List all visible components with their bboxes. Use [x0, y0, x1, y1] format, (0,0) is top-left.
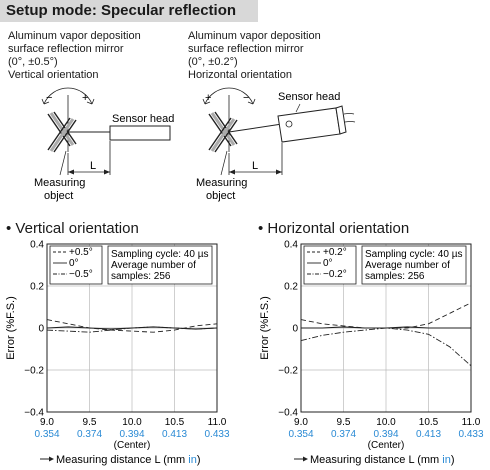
left-measuring-object: [47, 111, 77, 153]
c0-y-tick-label: −0.4: [24, 408, 44, 419]
c0-x-tick-label: 10.5: [165, 417, 185, 428]
c0-x-tick-inch-label: 0.354: [34, 429, 59, 440]
c1-y-tick-label: 0.4: [284, 240, 298, 251]
c0-legend-label: −0.5°: [69, 269, 93, 280]
left-setup-diagram: − + Sensor head L Measuring object: [34, 87, 174, 202]
c0-x-tick-label: 9.5: [83, 417, 97, 428]
c1-x-tick-label: 10.5: [419, 417, 439, 428]
left-mirror-line2: surface reflection mirror: [8, 43, 124, 55]
c0-x-tick-label: 9.0: [40, 417, 54, 428]
right-object-label-line1: Measuring: [196, 177, 247, 189]
left-sensor-head: [109, 125, 171, 141]
left-plus-label: +: [82, 92, 88, 104]
right-beam-line: [228, 123, 283, 133]
left-object-label-line1: Measuring: [34, 177, 85, 189]
c1-x-tick-label: 10.0: [376, 417, 396, 428]
c0-y-tick-label: 0: [38, 324, 44, 335]
left-orientation: Vertical orientation: [8, 69, 99, 81]
c1-legend-label: +0.2°: [323, 247, 347, 258]
right-orientation: Horizontal orientation: [188, 69, 292, 81]
left-minus-label: −: [46, 92, 52, 104]
c1-x-axis-arrow-head: [303, 456, 308, 462]
c0-info-box: [107, 245, 213, 285]
left-distance-dimension: [67, 141, 111, 175]
c1-series-line: [300, 302, 472, 329]
c0-y-tick-label: −0.2: [24, 366, 44, 377]
c0-x-tick-inch-label: 0.433: [204, 429, 229, 440]
c0-x-tick-inch-label: 0.413: [162, 429, 187, 440]
c1-x-tick-inch-label: 0.413: [416, 429, 441, 440]
right-sensor-head: [277, 105, 356, 143]
c1-series-line: [300, 327, 472, 367]
c1-y-tick-label: 0.2: [284, 282, 298, 293]
c1-x-axis-label: Measuring distance L (mm in): [310, 454, 455, 466]
c1-legend-label: 0°: [323, 258, 333, 269]
c1-y-axis-label: Error (%F.S.): [259, 296, 271, 360]
page-title: Setup mode: Specular reflection: [6, 2, 237, 19]
c0-x-tick-inch-label: 0.394: [119, 429, 144, 440]
c1-info-line2: Average number of: [365, 260, 450, 271]
right-tolerance: (0°, ±0.2°): [188, 56, 238, 68]
section-title-horizontal: • Horizontal orientation: [258, 220, 410, 237]
chart-horizontal-orientation: 0.4 0.2 0 −0.2 −0.49.00.354 9.50.374 10.00.394…: [259, 240, 484, 467]
c0-info-line2: Average number of: [111, 260, 196, 271]
c1-x-tick-inch-label: 0.394: [373, 429, 398, 440]
chart-vertical-orientation: 0.4 0.2 0 −0.2 −0.49.00.354 9.50.374 10.00.394…: [5, 240, 230, 467]
c0-legend-label: 0°: [69, 258, 79, 269]
left-object-label-line2: object: [44, 190, 73, 202]
left-sensor-label: Sensor head: [112, 113, 174, 125]
right-object-label-line2: object: [206, 190, 235, 202]
right-minus-label: −: [243, 92, 249, 104]
right-sensor-leader: [295, 103, 301, 113]
c1-x-tick-label: 11.0: [462, 417, 481, 428]
c0-center-label: (Center): [114, 440, 151, 451]
section-title-vertical: • Vertical orientation: [6, 220, 139, 237]
c0-y-tick-label: 0.4: [30, 240, 44, 251]
c0-series-line: [46, 326, 218, 333]
c1-y-tick-label: 0: [292, 324, 298, 335]
c0-y-axis-label: Error (%F.S.): [5, 296, 17, 360]
c1-x-tick-inch-label: 0.374: [331, 429, 356, 440]
c0-x-axis-arrow-head: [49, 456, 54, 462]
c0-legend-label: +0.5°: [69, 247, 93, 258]
right-distance-dimension: [228, 143, 283, 175]
c1-legend-label: −0.2°: [323, 269, 347, 280]
right-sensor-label: Sensor head: [278, 91, 340, 103]
c1-y-tick-label: −0.4: [278, 408, 298, 419]
c0-series-line: [46, 319, 218, 333]
right-plus-label: +: [205, 92, 211, 104]
right-object-leader: [220, 150, 228, 176]
left-tolerance: (0°, ±0.5°): [8, 56, 58, 68]
c1-info-line3: samples: 256: [365, 271, 425, 282]
right-distance-label: L: [252, 160, 258, 172]
c1-x-tick-label: 9.5: [337, 417, 351, 428]
c1-info-line1: Sampling cycle: 40 µs: [365, 249, 462, 260]
c0-y-tick-label: 0.2: [30, 282, 44, 293]
c1-x-tick-inch-label: 0.354: [288, 429, 313, 440]
c1-x-tick-label: 9.0: [294, 417, 308, 428]
right-mirror-line1: Aluminum vapor deposition: [188, 30, 321, 42]
right-setup-diagram: + − Sensor head L Measuring ob: [196, 87, 356, 202]
c0-info-line1: Sampling cycle: 40 µs: [111, 249, 208, 260]
setup-diagrams: − + Sensor head L Measuring object: [34, 87, 356, 202]
right-mirror-line2: surface reflection mirror: [188, 43, 304, 55]
c0-info-line3: samples: 256: [111, 271, 171, 282]
c1-center-label: (Center): [368, 440, 405, 451]
c0-x-tick-label: 10.0: [122, 417, 142, 428]
c0-x-axis-label: Measuring distance L (mm in): [56, 454, 201, 466]
section-header: [0, 0, 258, 22]
c1-x-tick-inch-label: 0.433: [458, 429, 483, 440]
c0-x-tick-label: 11.0: [208, 417, 227, 428]
left-object-leader: [59, 150, 67, 176]
left-mirror-line1: Aluminum vapor deposition: [8, 30, 141, 42]
c0-x-tick-inch-label: 0.374: [77, 429, 102, 440]
c1-y-tick-label: −0.2: [278, 366, 298, 377]
left-distance-label: L: [90, 160, 96, 172]
right-measuring-object: [208, 111, 238, 153]
c1-info-box: [361, 245, 467, 285]
